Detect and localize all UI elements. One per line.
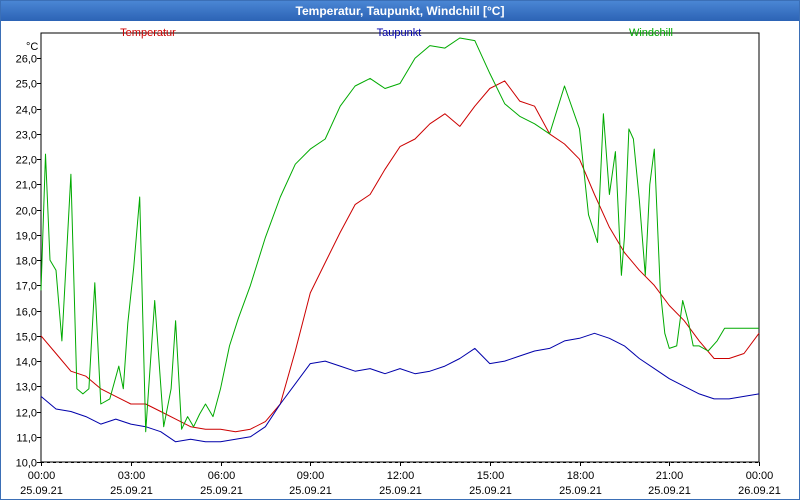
y-tick-label: 10,0	[16, 458, 37, 470]
x-tick-time: 00:00	[746, 470, 774, 482]
x-tick-time: 15:00	[477, 470, 505, 482]
x-tick-time: 18:00	[567, 470, 595, 482]
y-axis-unit: °C	[26, 41, 38, 53]
plot-frame	[40, 32, 760, 463]
x-tick-date: 25.09.21	[110, 485, 153, 497]
x-tick-date: 25.09.21	[469, 485, 512, 497]
y-tick-label: 17,0	[16, 281, 37, 293]
x-tick-date: 25.09.21	[200, 485, 243, 497]
series-line-temperatur	[40, 80, 760, 433]
y-tick-label: 19,0	[16, 231, 37, 243]
y-tick-label: 25,0	[16, 79, 37, 91]
legend-item-taupunkt: Taupunkt	[377, 27, 422, 39]
x-tick-time: 00:00	[28, 470, 56, 482]
y-tick-label: 20,0	[16, 206, 37, 218]
y-tick-label: 13,0	[16, 382, 37, 394]
legend-item-temperatur: Temperatur	[120, 27, 176, 39]
series-lines	[40, 37, 760, 443]
y-tick-label: 18,0	[16, 256, 37, 268]
legend: Temperatur Taupunkt Windchill	[120, 27, 673, 39]
x-tick-date: 25.09.21	[289, 485, 332, 497]
y-tick-label: 15,0	[16, 332, 37, 344]
x-tick-time: 12:00	[387, 470, 415, 482]
y-tick-label: 11,0	[16, 433, 37, 445]
y-tick-label: 12,0	[16, 408, 37, 420]
axes	[40, 32, 760, 463]
x-tick-date: 25.09.21	[20, 485, 63, 497]
x-tick-time: 21:00	[656, 470, 684, 482]
x-tick-date: 25.09.21	[648, 485, 691, 497]
x-tick-date: 25.09.21	[559, 485, 602, 497]
series-line-windchill	[40, 37, 759, 433]
x-tick-time: 03:00	[118, 470, 146, 482]
x-tick-date: 25.09.21	[379, 485, 422, 497]
y-tick-label: 24,0	[16, 105, 37, 117]
legend-item-windchill: Windchill	[629, 27, 673, 39]
y-axis-ticks: 10,0 11,0 12,0 13,0 14,0 15,0 16,0 17,0 18,0 19,0…	[16, 54, 41, 470]
y-tick-label: 21,0	[16, 180, 37, 192]
chart-title: Temperatur, Taupunkt, Windchill [°C]	[1, 1, 799, 21]
y-tick-label: 23,0	[16, 130, 37, 142]
x-tick-time: 09:00	[297, 470, 325, 482]
x-tick-time: 06:00	[208, 470, 236, 482]
x-tick-date: 26.09.21	[738, 485, 781, 497]
series-line-taupunkt	[40, 332, 760, 443]
y-tick-label: 16,0	[16, 307, 37, 319]
y-tick-label: 22,0	[16, 155, 37, 167]
y-tick-label: 26,0	[16, 54, 37, 66]
y-tick-label: 14,0	[16, 357, 37, 369]
x-axis-ticks: 00:00 25.09.21 03:00 25.09.21 06:00 25.09.21 0…	[20, 462, 781, 497]
